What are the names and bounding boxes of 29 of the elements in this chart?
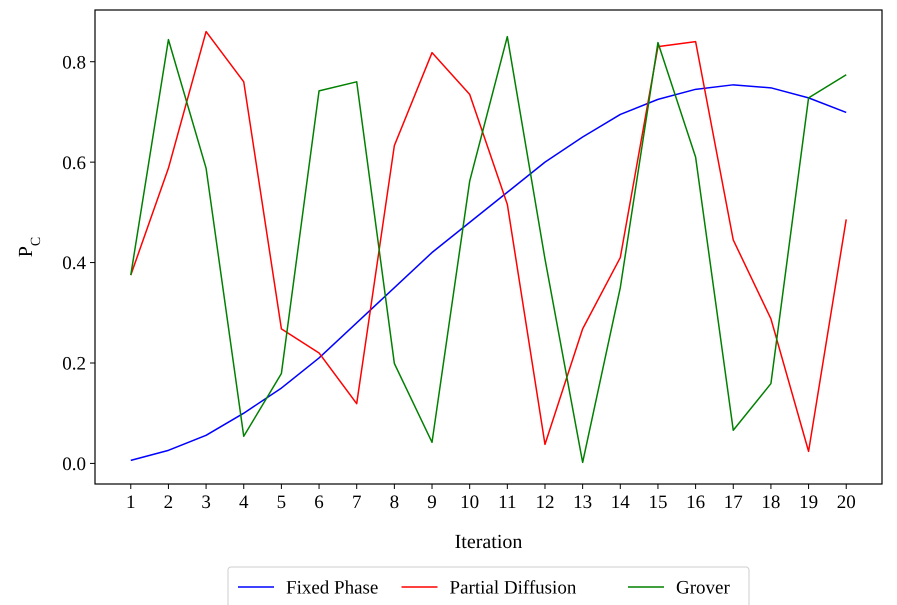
- x-tick-label: 7: [352, 492, 362, 513]
- x-tick-label: 9: [427, 492, 437, 513]
- x-tick-label: 6: [314, 492, 324, 513]
- legend-label: Grover: [676, 578, 730, 599]
- x-tick-label: 8: [390, 492, 400, 513]
- x-tick-label: 14: [610, 492, 630, 513]
- x-tick-label: 4: [238, 492, 249, 513]
- y-tick-label: 0.6: [62, 152, 86, 174]
- x-tick-label: 18: [761, 492, 780, 513]
- x-tick-label: 10: [460, 492, 480, 513]
- x-tick-label: 19: [799, 492, 818, 513]
- legend-label: Partial Diffusion: [450, 578, 577, 599]
- x-tick-label: 13: [573, 492, 592, 513]
- legend-label: Fixed Phase: [286, 578, 378, 599]
- x-tick-label: 20: [836, 492, 856, 513]
- y-tick-label: 0.2: [62, 354, 86, 375]
- x-tick-label: 12: [535, 492, 554, 513]
- x-tick-label: 5: [276, 492, 286, 513]
- x-tick-label: 2: [164, 492, 174, 513]
- x-tick-label: 1: [126, 492, 136, 513]
- x-tick-label: 16: [686, 492, 706, 513]
- x-tick-label: 15: [648, 492, 668, 513]
- y-tick-label: 0.8: [62, 52, 86, 74]
- y-tick-label: 0.4: [62, 253, 86, 274]
- x-tick-label: 17: [724, 492, 743, 513]
- x-tick-label: 11: [498, 492, 516, 513]
- y-tick-label: 0.0: [62, 454, 86, 476]
- x-axis-title: Iteration: [454, 531, 522, 553]
- x-tick-label: 3: [201, 492, 211, 513]
